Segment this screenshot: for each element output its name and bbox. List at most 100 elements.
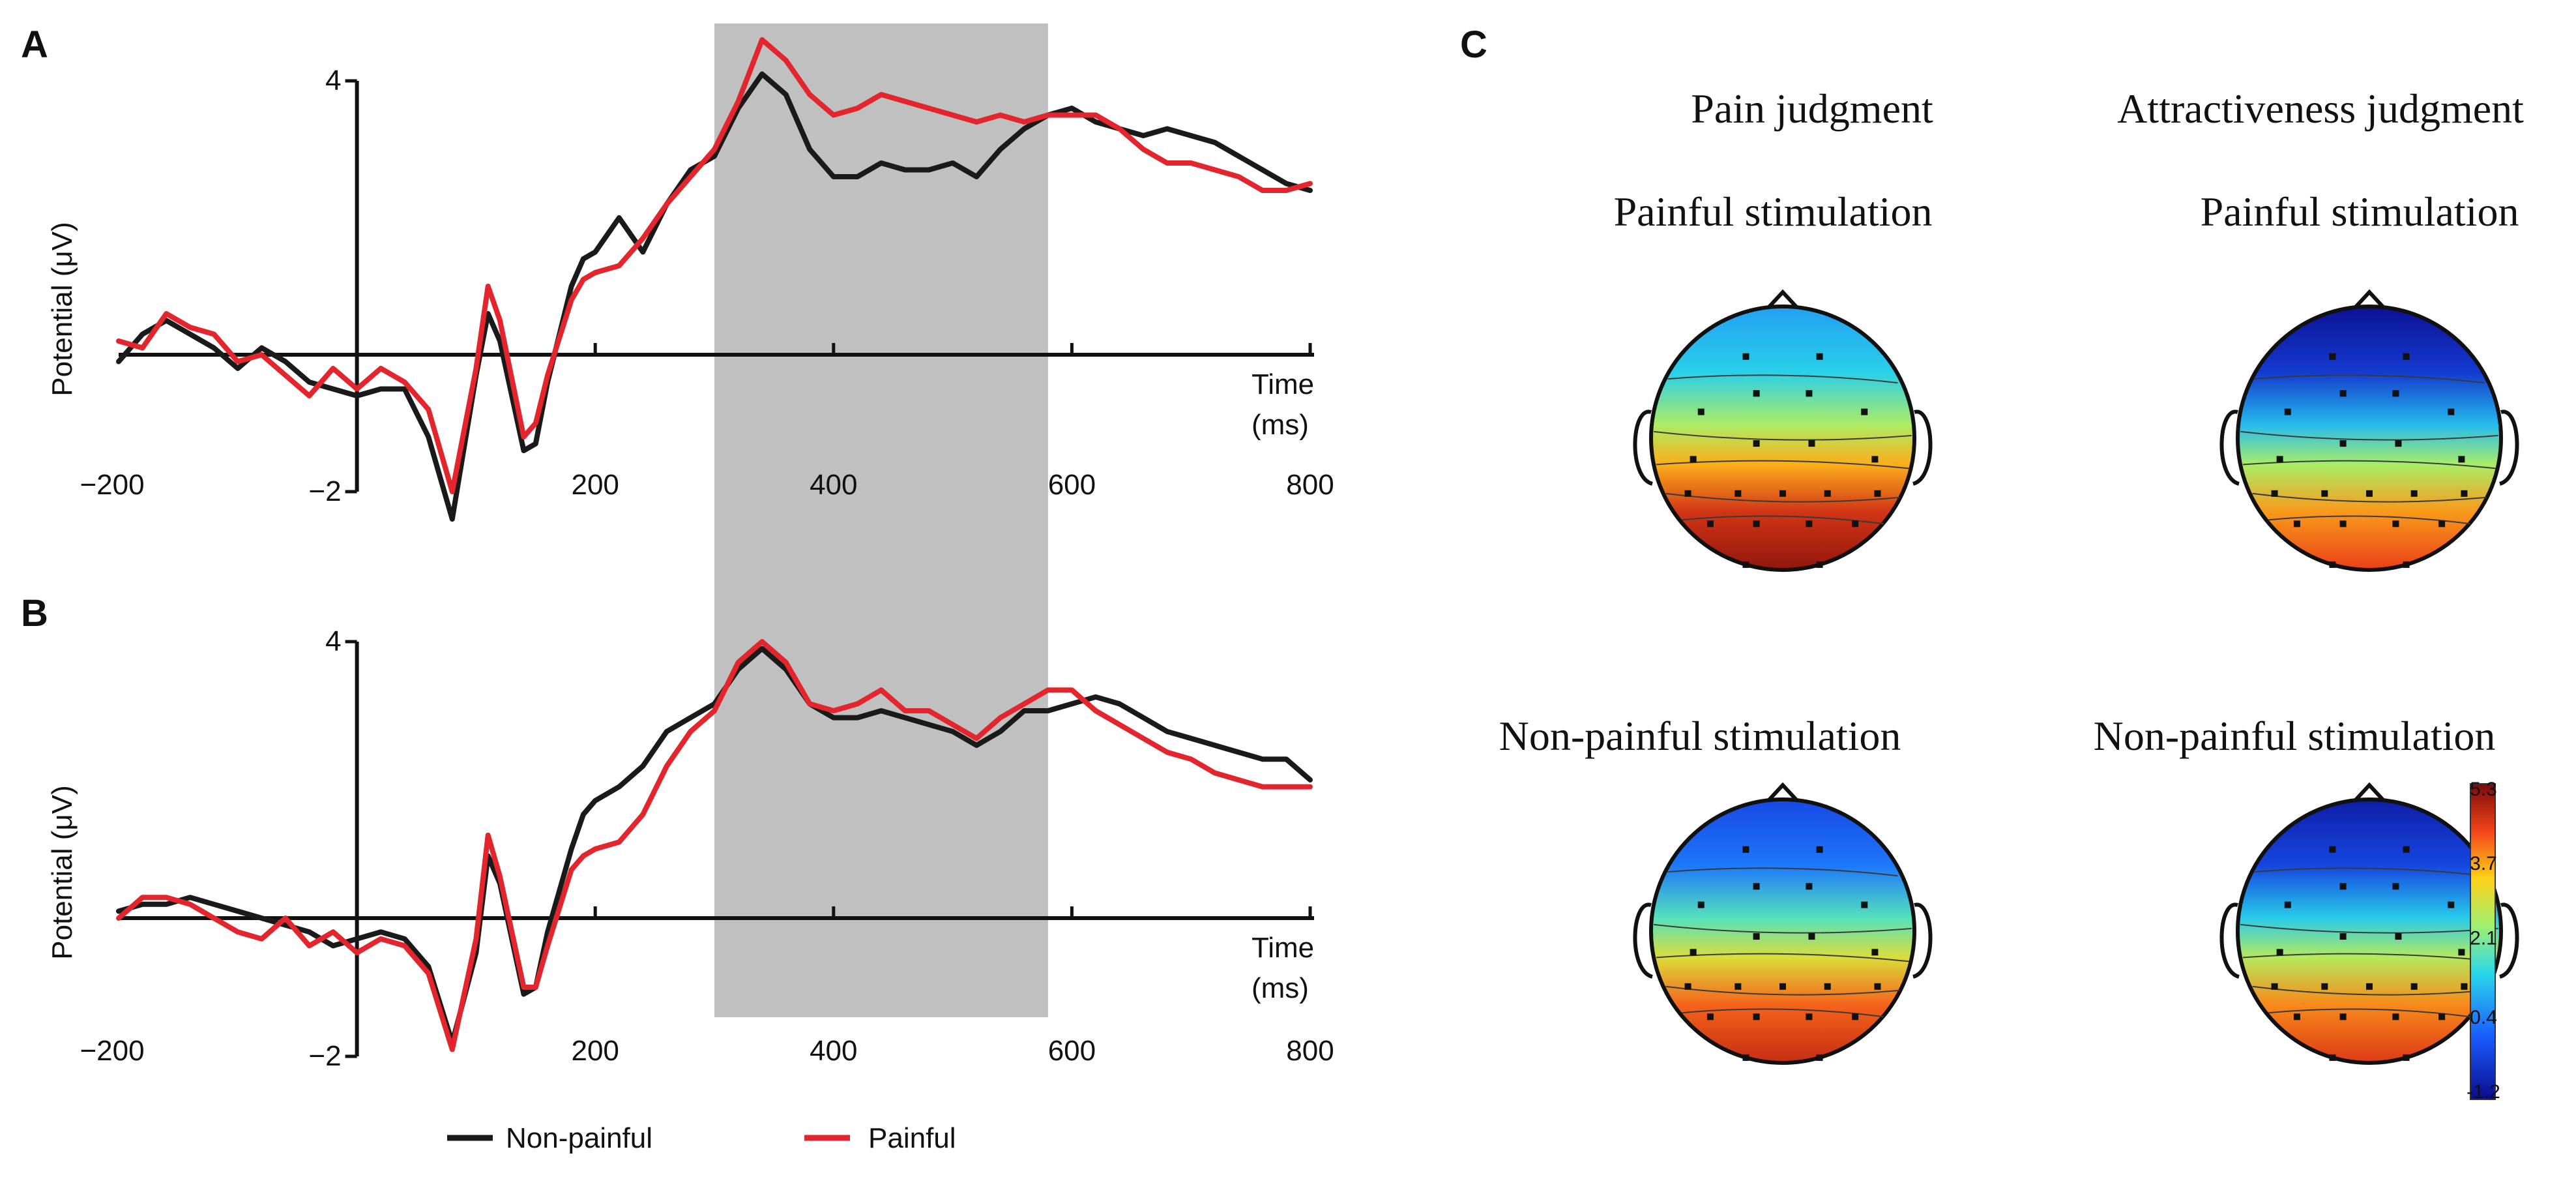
topomap-panel: Pain judgment Attractiveness judgment Pa… bbox=[1499, 85, 2525, 1103]
y-tick-label: −2 bbox=[308, 1040, 341, 1072]
electrode-marker bbox=[1806, 883, 1813, 890]
electrode-marker bbox=[1871, 949, 1879, 956]
head-nose bbox=[2350, 289, 2388, 312]
panel-letter-b: B bbox=[21, 592, 48, 634]
electrode-marker bbox=[2392, 883, 2399, 890]
electrode-marker bbox=[1734, 490, 1742, 497]
electrode-marker bbox=[1816, 561, 1823, 568]
electrode-marker bbox=[1779, 490, 1786, 497]
electrode-marker bbox=[2284, 408, 2291, 415]
contour-line bbox=[2252, 985, 2487, 996]
electrode-marker bbox=[2410, 490, 2418, 497]
electrode-marker bbox=[2461, 490, 2468, 497]
electrode-marker bbox=[2339, 1013, 2347, 1021]
panel-letter-c: C bbox=[1460, 23, 1487, 66]
colorbar-tick-label: 2.1 bbox=[2470, 927, 2497, 949]
electrode-marker bbox=[2461, 983, 2468, 990]
shaded-window bbox=[714, 23, 1048, 1017]
topomap-head bbox=[2219, 289, 2519, 572]
x-tick-label: 400 bbox=[810, 469, 857, 501]
electrode-marker bbox=[1742, 846, 1749, 853]
head-ear-left bbox=[2219, 410, 2240, 486]
contour-line bbox=[2252, 492, 2487, 503]
electrode-marker bbox=[2403, 1054, 2410, 1061]
electrode-marker bbox=[2329, 846, 2336, 853]
electrode-marker bbox=[2329, 353, 2336, 360]
electrode-marker bbox=[2339, 520, 2347, 528]
electrode-marker bbox=[1816, 353, 1823, 360]
electrode-marker bbox=[1824, 983, 1831, 990]
electrode-marker bbox=[2339, 883, 2347, 890]
head-ear-left bbox=[1633, 410, 1654, 486]
y-tick-label: 4 bbox=[325, 625, 341, 657]
electrode-marker bbox=[2392, 520, 2399, 528]
column-title-attractiveness-judgment: Attractiveness judgment bbox=[2117, 85, 2524, 132]
contour-line bbox=[2240, 430, 2498, 441]
scalp-map bbox=[1649, 797, 1916, 1065]
scalp-map bbox=[2236, 797, 2503, 1065]
electrode-marker bbox=[2458, 949, 2465, 956]
contour-line bbox=[1665, 492, 1900, 503]
electrode-marker bbox=[1753, 440, 1760, 447]
colorbar-tick-label: -1.2 bbox=[2466, 1081, 2500, 1103]
head-ear-right bbox=[1912, 902, 1933, 979]
electrode-marker bbox=[2339, 440, 2347, 447]
x-tick-label: 400 bbox=[810, 1035, 857, 1067]
electrode-marker bbox=[1742, 561, 1749, 568]
electrode-marker bbox=[1806, 390, 1813, 397]
electrode-marker bbox=[1742, 353, 1749, 360]
electrode-marker bbox=[1874, 490, 1881, 497]
colorbar bbox=[2470, 783, 2496, 1100]
electrode-marker bbox=[1684, 490, 1691, 497]
x-tick-label: 800 bbox=[1286, 1035, 1334, 1067]
electrode-marker bbox=[2339, 390, 2347, 397]
x-axis-label-time: Time bbox=[1251, 368, 1314, 400]
electrode-marker bbox=[1871, 456, 1879, 463]
colorbar-tick-label: 5.3 bbox=[2470, 779, 2497, 800]
colorbar-tick-label: 3.7 bbox=[2470, 853, 2497, 874]
y-axis-label: Potential (μV) bbox=[46, 222, 78, 396]
electrode-marker bbox=[2276, 949, 2283, 956]
electrode-marker bbox=[2448, 408, 2455, 415]
electrode-marker bbox=[1734, 983, 1742, 990]
contour-line bbox=[1654, 923, 1912, 934]
topomap-heads bbox=[1633, 289, 2519, 1065]
electrode-marker bbox=[2329, 561, 2336, 568]
electrode-marker bbox=[1816, 846, 1823, 853]
electrode-marker bbox=[2410, 983, 2418, 990]
y-tick-label: 4 bbox=[325, 65, 341, 97]
head-ear-left bbox=[1633, 902, 1654, 979]
x-tick-label: −200 bbox=[80, 469, 144, 501]
electrode-marker bbox=[2293, 520, 2300, 528]
map-label-pain-painful: Painful stimulation bbox=[1614, 188, 1933, 235]
electrode-marker bbox=[2321, 490, 2328, 497]
electrode-marker bbox=[2392, 390, 2399, 397]
x-tick-label: 800 bbox=[1286, 469, 1334, 501]
legend-label-non-painful: Non-painful bbox=[506, 1122, 652, 1154]
electrode-marker bbox=[2458, 456, 2465, 463]
contour-line bbox=[1667, 374, 1898, 384]
electrode-marker bbox=[2448, 901, 2455, 908]
x-axis-label-unit: (ms) bbox=[1251, 409, 1309, 441]
scalp-map bbox=[2236, 305, 2503, 572]
electrode-marker bbox=[2366, 490, 2373, 497]
contour-line bbox=[1667, 867, 1898, 877]
head-nose bbox=[2350, 782, 2388, 805]
erp-plot-b: 4 −2 −200 200 400 600 800 Time (ms) Potential (μV… bbox=[46, 625, 1334, 1072]
x-tick-label: 200 bbox=[571, 1035, 619, 1067]
electrode-marker bbox=[1753, 390, 1760, 397]
legend: Non-painful Painful bbox=[447, 1122, 956, 1154]
electrode-marker bbox=[1808, 440, 1815, 447]
electrode-marker bbox=[1824, 490, 1831, 497]
map-label-attr-painful: Painful stimulation bbox=[2201, 188, 2519, 235]
series-line-painful bbox=[116, 639, 1313, 1052]
x-tick-label: −200 bbox=[80, 1035, 144, 1067]
electrode-marker bbox=[1753, 1013, 1760, 1021]
electrode-marker bbox=[1690, 949, 1697, 956]
x-axis-label-unit: (ms) bbox=[1251, 972, 1309, 1004]
head-ear-right bbox=[1912, 410, 1933, 486]
legend-label-painful: Painful bbox=[868, 1122, 956, 1154]
electrode-marker bbox=[1808, 933, 1815, 940]
series-line-painful bbox=[116, 37, 1313, 494]
